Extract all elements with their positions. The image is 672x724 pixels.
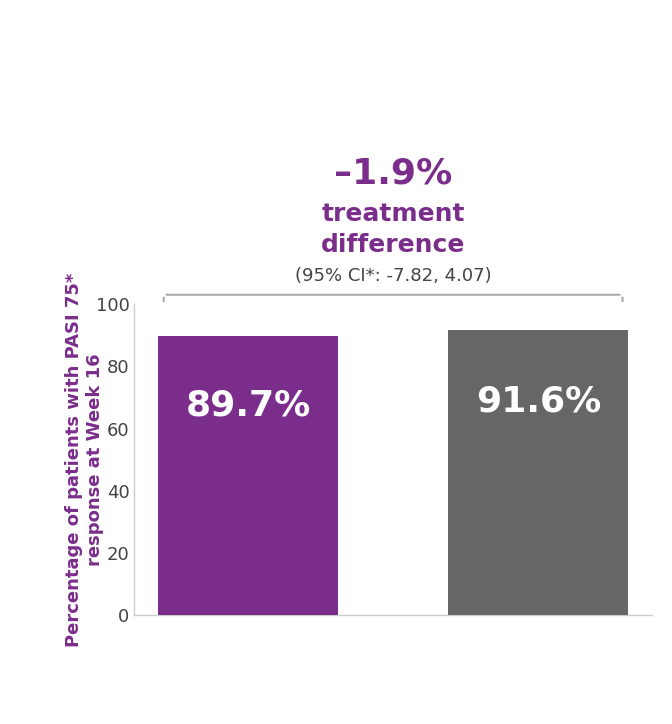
Text: 89.7%: 89.7% (185, 389, 310, 423)
Bar (158, 336, 338, 615)
Text: –1.9%: –1.9% (334, 156, 452, 190)
Text: treatment: treatment (321, 202, 465, 226)
Bar (448, 330, 628, 615)
Y-axis label: Percentage of patients with PASI 75*
response at Week 16: Percentage of patients with PASI 75* res… (65, 272, 104, 647)
Text: 91.6%: 91.6% (476, 384, 601, 418)
Text: (95% CI*: -7.82, 4.07): (95% CI*: -7.82, 4.07) (295, 267, 491, 285)
Text: difference: difference (321, 233, 465, 257)
